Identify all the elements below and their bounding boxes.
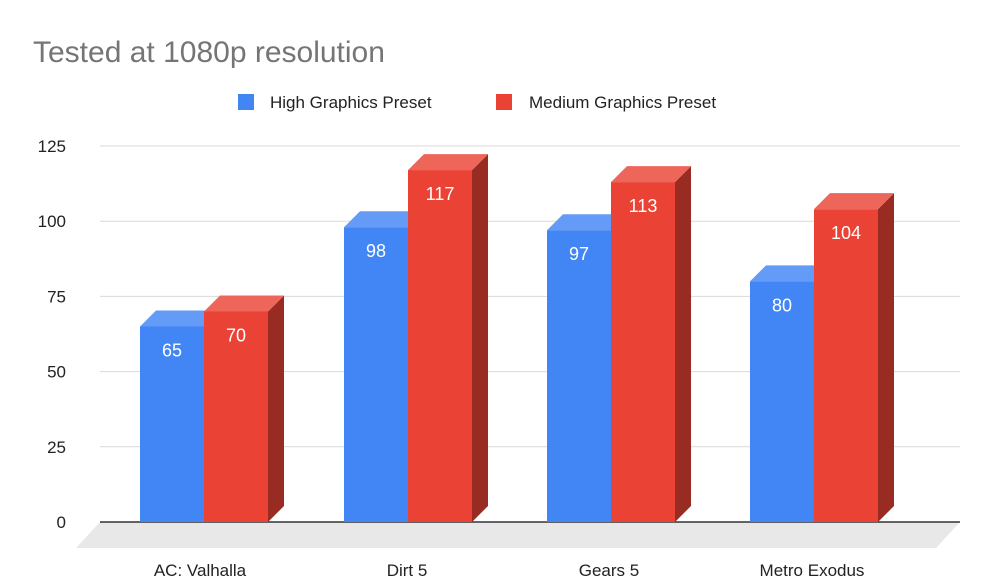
bar-side bbox=[472, 154, 488, 522]
bar: 117 bbox=[408, 154, 488, 522]
bar-front bbox=[611, 182, 675, 522]
bar-front bbox=[140, 326, 204, 522]
x-category-label: Dirt 5 bbox=[387, 561, 428, 580]
bar-value-label: 113 bbox=[629, 196, 658, 216]
chart-title: Tested at 1080p resolution bbox=[33, 36, 385, 69]
bar-value-label: 80 bbox=[772, 295, 792, 315]
y-tick-label: 100 bbox=[38, 212, 66, 231]
y-axis: 0 25 50 75 100 125 bbox=[38, 137, 66, 532]
bar: 104 bbox=[814, 193, 894, 522]
bar-top bbox=[814, 193, 894, 210]
bar-top bbox=[344, 211, 424, 228]
x-category-label: AC: Valhalla bbox=[154, 561, 247, 580]
bar-side bbox=[878, 193, 894, 522]
bar-front bbox=[750, 281, 814, 522]
legend-swatch-medium bbox=[496, 94, 512, 110]
legend: High Graphics Preset Medium Graphics Pre… bbox=[238, 93, 716, 112]
bar: 70 bbox=[204, 295, 284, 522]
bar: 113 bbox=[611, 166, 691, 522]
legend-label-high: High Graphics Preset bbox=[270, 93, 432, 112]
legend-swatch-high bbox=[238, 94, 254, 110]
bar-value-label: 117 bbox=[426, 184, 455, 204]
bar-top bbox=[140, 310, 220, 327]
bars: 65 70 98 117 97 113 80 104 bbox=[140, 154, 894, 522]
x-category-label: Metro Exodus bbox=[760, 561, 865, 580]
floor-plane bbox=[76, 522, 960, 548]
y-tick-label: 125 bbox=[38, 137, 66, 156]
bar-value-label: 65 bbox=[162, 340, 182, 360]
bar-top bbox=[408, 154, 488, 171]
bar-front bbox=[344, 227, 408, 522]
legend-label-medium: Medium Graphics Preset bbox=[529, 93, 716, 112]
y-tick-label: 25 bbox=[47, 438, 66, 457]
bar-top bbox=[204, 295, 284, 312]
bar-top bbox=[547, 214, 627, 231]
bar-front bbox=[408, 170, 472, 522]
bar-side bbox=[675, 166, 691, 522]
y-tick-label: 50 bbox=[47, 363, 66, 382]
bar-value-label: 97 bbox=[569, 244, 589, 264]
x-category-label: Gears 5 bbox=[579, 561, 639, 580]
bar-top bbox=[611, 166, 691, 183]
bar-front bbox=[547, 230, 611, 522]
bar-front bbox=[204, 311, 268, 522]
bar-top bbox=[750, 265, 830, 282]
y-tick-label: 0 bbox=[57, 513, 66, 532]
chart-floor bbox=[76, 522, 960, 548]
bar-value-label: 98 bbox=[366, 241, 386, 261]
bar-value-label: 104 bbox=[831, 223, 861, 243]
y-tick-label: 75 bbox=[47, 287, 66, 306]
bar-front bbox=[814, 209, 878, 522]
x-axis: AC: Valhalla Dirt 5 Gears 5 Metro Exodus bbox=[154, 561, 865, 580]
bar-side bbox=[268, 295, 284, 522]
bar-value-label: 70 bbox=[226, 325, 246, 345]
